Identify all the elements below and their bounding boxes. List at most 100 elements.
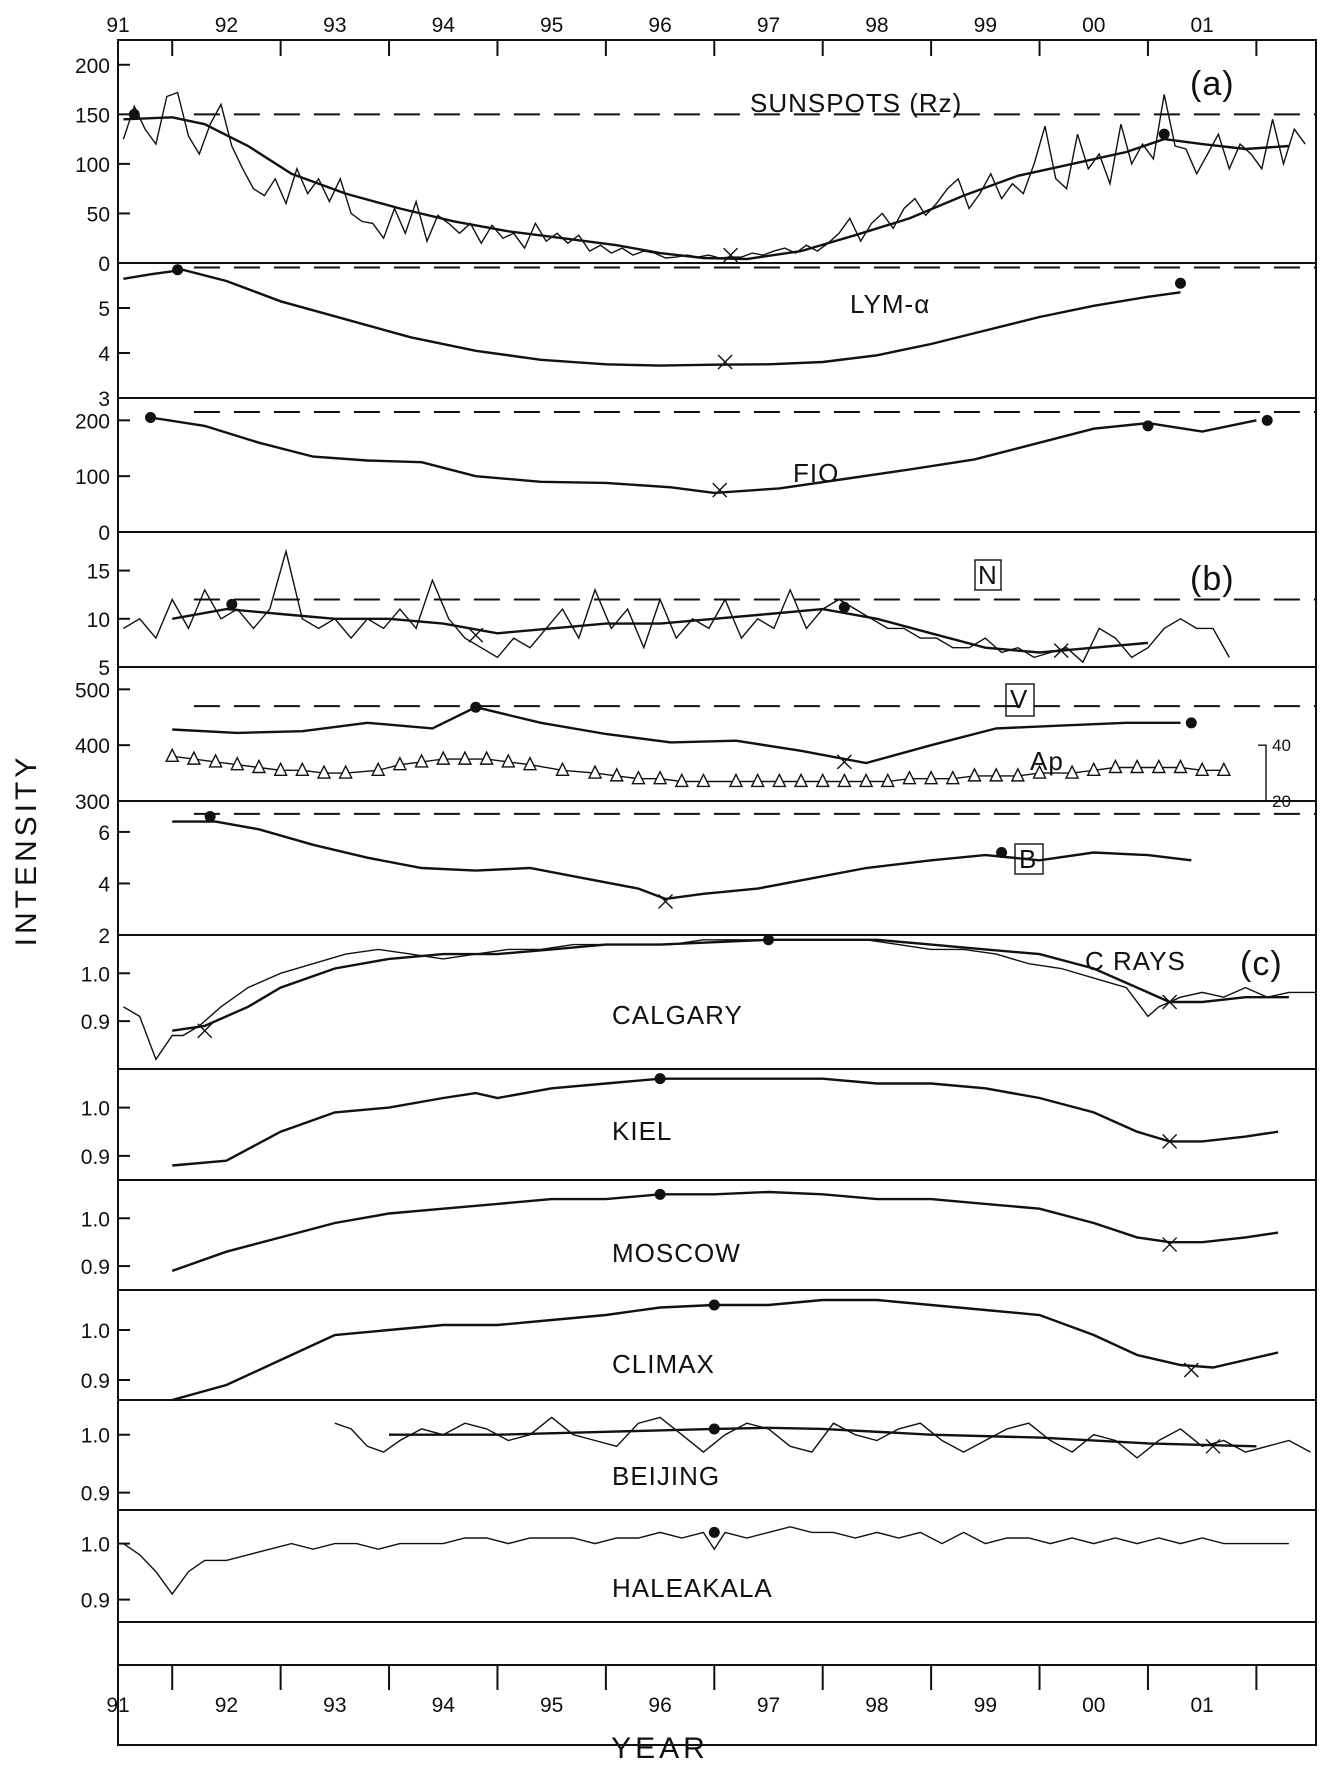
panel-calgary	[123, 934, 1316, 1061]
y-tick-label: 15	[87, 561, 110, 584]
top-year-label: 95	[540, 14, 563, 37]
ap-triangle	[858, 772, 874, 788]
y-tick-label: 1.0	[81, 1320, 110, 1343]
ap-triangle	[989, 767, 1004, 782]
maximum-dot	[226, 598, 238, 610]
bottom-year-label: 93	[323, 1694, 346, 1717]
panel-haleakala	[123, 1526, 1289, 1596]
minimum-cross	[468, 627, 484, 643]
series-sunspots-smoothed	[123, 116, 1289, 261]
ap-triangle	[501, 753, 516, 768]
ap-triangle	[208, 753, 223, 768]
bottom-year-label: 92	[215, 1694, 238, 1717]
panel-lyman	[123, 264, 1316, 370]
minimum-cross	[712, 482, 728, 498]
minimum-cross	[1053, 643, 1069, 659]
ap-triangle	[631, 770, 646, 785]
top-year-label: 97	[757, 14, 780, 37]
y-tick-label: 50	[87, 203, 110, 226]
bottom-year-label: 95	[540, 1694, 563, 1717]
ap-triangle	[273, 761, 288, 776]
ap-triangle	[652, 770, 668, 785]
ap-triangle	[750, 772, 765, 788]
label-haleakala: HALEAKALA	[612, 1573, 773, 1603]
y-tick-label: 1.0	[81, 1425, 110, 1448]
series-N-smoothed	[171, 607, 1149, 654]
section-a: (a)	[1190, 65, 1235, 103]
series-V-smoothed	[172, 705, 1181, 765]
ap-triangle	[923, 770, 939, 785]
y-tick-label: 0.9	[81, 1256, 110, 1279]
ap-scale-top: 40	[1272, 736, 1291, 755]
label-c-rays: C RAYS	[1085, 946, 1186, 976]
maximum-dot	[654, 1073, 666, 1085]
ap-triangle	[1010, 767, 1025, 782]
label-calgary: CALGARY	[612, 1000, 743, 1030]
minimum-cross	[658, 894, 673, 909]
label-b-box	[1014, 843, 1044, 875]
maximum-dot	[654, 1188, 666, 1200]
maximum-dot	[1158, 128, 1170, 140]
ap-triangle	[436, 750, 451, 765]
x-axis-label: YEAR	[611, 1732, 709, 1765]
ap-triangle	[338, 764, 353, 779]
maximum-dot	[1185, 717, 1197, 729]
label-climax: CLIMAX	[612, 1349, 715, 1379]
ap-triangle	[414, 753, 429, 768]
ap-triangle	[230, 756, 245, 771]
section-b: (b)	[1190, 560, 1235, 598]
minimum-cross	[836, 754, 852, 770]
maximum-dot	[838, 601, 850, 613]
label-moscow: MOSCOW	[612, 1238, 741, 1268]
y-tick-label: 300	[75, 791, 110, 814]
series-beijing-monthly	[334, 1416, 1311, 1459]
series-sunspots-monthly	[122, 91, 1306, 259]
series-f10-smoothed	[150, 416, 1257, 495]
ap-triangle	[793, 772, 809, 788]
top-year-label: 94	[432, 14, 456, 37]
top-year-label: 01	[1190, 14, 1213, 37]
y-tick-label: 5	[98, 657, 110, 680]
y-tick-label: 4	[98, 873, 110, 896]
label-v: V	[1010, 684, 1028, 714]
bottom-year-label: 01	[1190, 1694, 1213, 1717]
series-calgary-smoothed	[172, 938, 1289, 1032]
maximum-dot	[1142, 420, 1154, 432]
bottom-year-label: 99	[974, 1694, 997, 1717]
maximum-dot	[762, 934, 774, 946]
axes-layer	[117, 39, 1317, 1746]
maximum-dot	[1174, 277, 1186, 289]
y-tick-label: 0	[98, 253, 110, 276]
ap-triangle	[609, 767, 624, 782]
maximum-dot	[708, 1299, 720, 1311]
ap-triangle	[1129, 758, 1145, 774]
panel-f10	[145, 410, 1316, 498]
ap-triangle	[1108, 758, 1123, 774]
minimum-cross	[1162, 1237, 1178, 1253]
label-n-box	[974, 559, 1002, 591]
label-kiel: KIEL	[612, 1116, 672, 1146]
label-beijing: BEIJING	[612, 1461, 720, 1491]
series-climax-smoothed	[171, 1298, 1279, 1402]
series-calgary-monthly	[123, 939, 1316, 1061]
y-tick-label: 0.9	[81, 1146, 110, 1169]
series-kiel-smoothed	[172, 1077, 1279, 1167]
ap-triangle	[587, 764, 603, 779]
y-tick-label: 2	[98, 925, 110, 948]
ap-triangle	[1032, 764, 1047, 779]
panel-moscow	[171, 1188, 1279, 1273]
maximum-dot	[145, 412, 157, 424]
y-tick-label: 0.9	[81, 1590, 110, 1613]
maximum-dot	[172, 264, 184, 276]
ap-triangle	[1064, 764, 1080, 779]
minimum-cross	[1162, 994, 1178, 1010]
y-tick-label: 200	[75, 410, 110, 433]
maximum-dot	[1261, 414, 1273, 426]
bottom-year-label: 97	[757, 1694, 780, 1717]
ap-triangle	[1151, 758, 1166, 774]
y-tick-label: 400	[75, 735, 110, 758]
panel-climax	[171, 1298, 1279, 1402]
y-tick-label: 1.0	[81, 1098, 110, 1121]
ap-triangle	[522, 756, 538, 771]
ap-triangle	[728, 772, 744, 788]
